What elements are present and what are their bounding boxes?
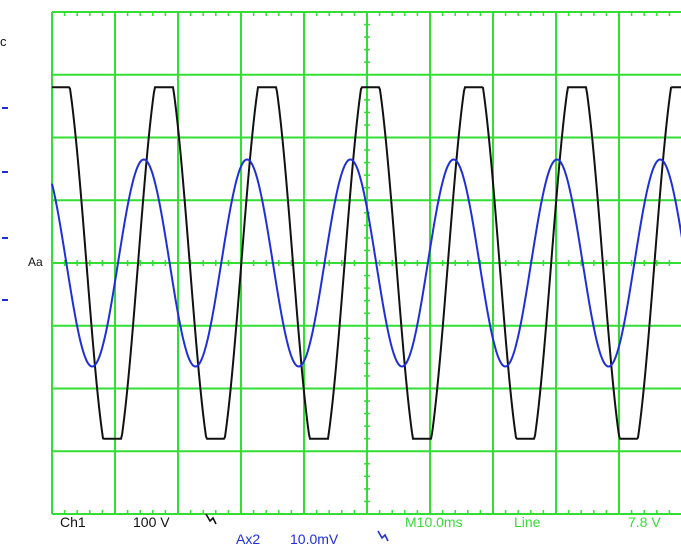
ac-coupling-icon — [377, 529, 389, 546]
ch1-scale-readout: 100 V — [133, 514, 170, 530]
ch1-waveform-trace — [52, 86, 681, 440]
ac-coupling-icon — [205, 512, 217, 529]
waveform-traces — [51, 86, 681, 440]
math-scale-readout: 10.0mV — [290, 531, 339, 547]
trigger-level-readout: 7.8 V — [628, 514, 661, 530]
ch1-label: Ch1 — [60, 514, 86, 530]
timebase-readout: M10.0ms — [405, 514, 463, 530]
trigger-source-readout: Line — [514, 514, 541, 530]
math-waveform-trace — [51, 158, 681, 368]
left-edge-markers — [2, 107, 8, 301]
edge-label: c — [0, 34, 7, 49]
math-label: Ax2 — [236, 531, 261, 547]
trigger-level-marker: Aa — [28, 255, 43, 269]
